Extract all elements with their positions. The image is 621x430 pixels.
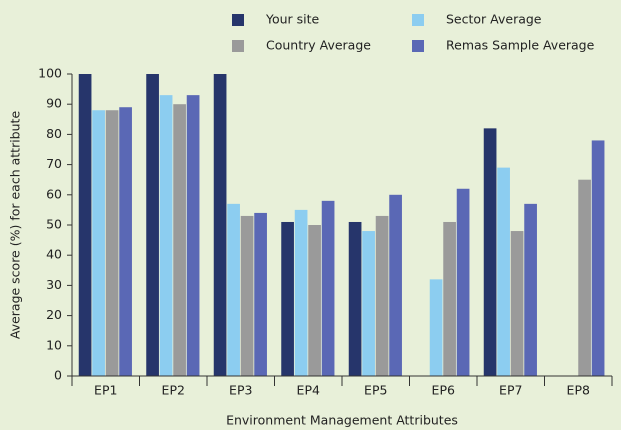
bar: [294, 209, 308, 376]
y-tick-label: 90: [46, 96, 62, 111]
y-tick-label: 40: [46, 247, 62, 262]
y-tick-label: 70: [46, 156, 62, 171]
bar: [146, 74, 159, 376]
legend-swatch: [232, 40, 244, 52]
y-tick-label: 60: [46, 186, 62, 201]
bar: [78, 74, 92, 376]
legend-swatch: [412, 40, 424, 52]
x-tick-label: EP8: [567, 383, 590, 398]
bar: [578, 179, 591, 376]
bar: [105, 110, 119, 377]
bar: [510, 231, 524, 376]
x-tick-label: EP6: [432, 383, 455, 398]
bar: [321, 200, 335, 376]
x-axis-label: Environment Management Attributes: [226, 413, 458, 428]
bar: [213, 74, 227, 376]
y-tick-label: 30: [46, 277, 62, 292]
y-tick-label: 80: [46, 126, 62, 141]
bar: [173, 104, 186, 376]
x-tick-label: EP3: [229, 383, 252, 398]
bar: [483, 128, 497, 376]
x-tick-label: EP4: [297, 383, 320, 398]
x-tick-label: EP2: [162, 383, 185, 398]
y-tick-label: 20: [46, 307, 62, 322]
bar: [227, 203, 240, 376]
bar: [389, 194, 402, 376]
bar: [254, 212, 267, 376]
legend-swatch: [412, 14, 424, 26]
y-tick-label: 100: [38, 66, 62, 81]
bar: [240, 215, 254, 376]
legend-label: Remas Sample Average: [446, 38, 595, 53]
bar: [119, 107, 132, 376]
legend-swatch: [232, 14, 244, 26]
y-tick-label: 50: [46, 217, 62, 232]
legend-label: Sector Average: [446, 12, 542, 27]
bar: [456, 188, 470, 376]
bar: [497, 167, 510, 376]
bar: [92, 110, 105, 377]
bar: [308, 225, 321, 376]
legend-label: Country Average: [266, 38, 371, 53]
y-tick-label: 10: [46, 337, 62, 352]
bar: [362, 231, 375, 376]
x-tick-label: EP7: [499, 383, 522, 398]
bar: [591, 140, 605, 376]
bar: [186, 95, 200, 376]
bar: [443, 221, 456, 376]
x-tick-label: EP1: [94, 383, 117, 398]
bar: [375, 215, 389, 376]
y-tick-label: 0: [54, 368, 62, 383]
bar: [281, 221, 294, 376]
y-axis-label: Average score (%) for each attribute: [8, 111, 23, 340]
legend-label: Your site: [265, 12, 320, 27]
bar: [348, 221, 362, 376]
bar: [159, 95, 173, 376]
bar: [524, 203, 537, 376]
x-tick-label: EP5: [364, 383, 387, 398]
bar: [429, 279, 443, 376]
